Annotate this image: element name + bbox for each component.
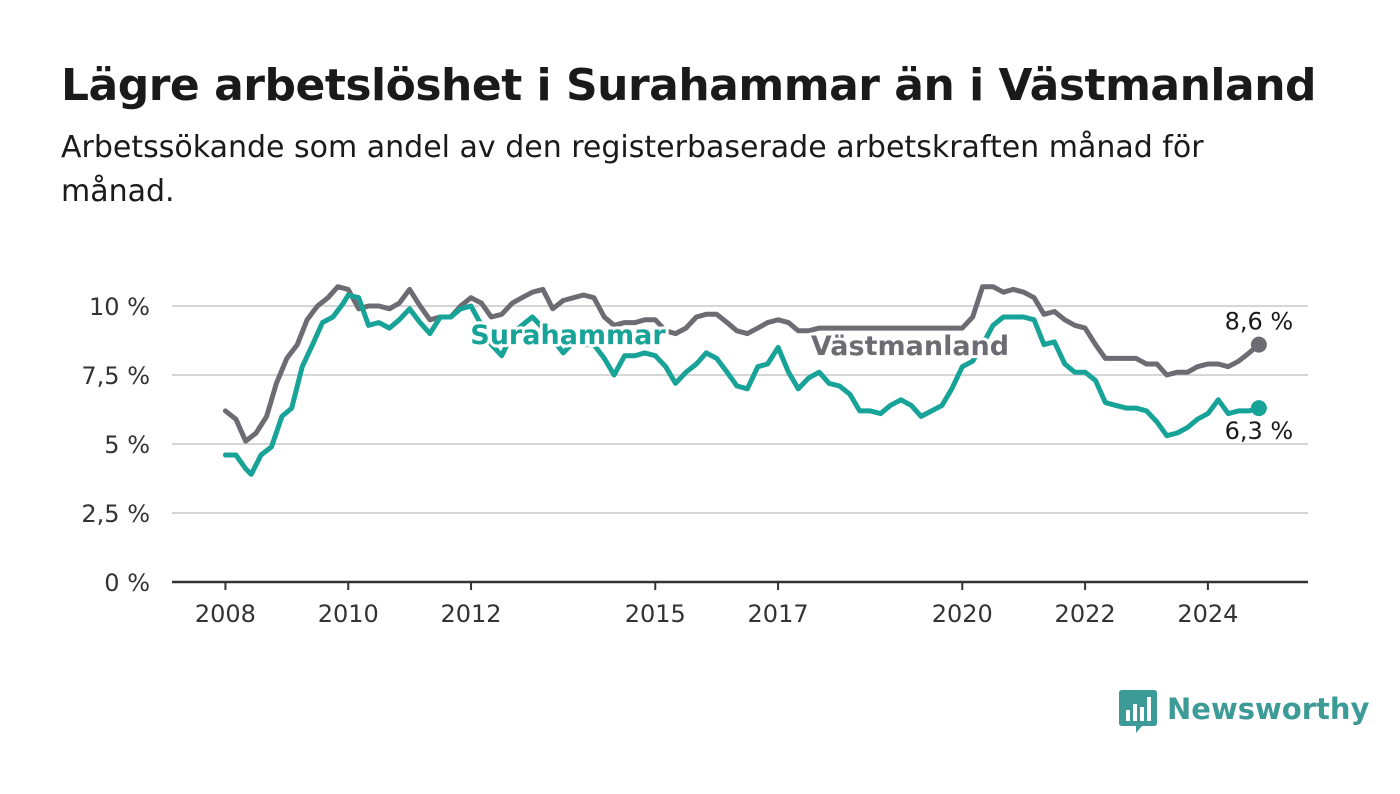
brand-name: Newsworthy	[1167, 692, 1370, 726]
y-tick-label: 5 %	[104, 431, 150, 459]
series-end-point	[1250, 336, 1267, 353]
x-tick-label: 2017	[748, 600, 809, 628]
newsworthy-logo-icon	[1119, 690, 1157, 733]
series-line-surahammar	[222, 292, 1262, 477]
series-name-label: Surahammar	[470, 320, 666, 351]
y-axis-tick-labels: 0 % 2,5 % 5 % 7,5 % 10 %	[81, 293, 150, 597]
x-tick-label: 2012	[441, 600, 502, 628]
x-tick-label: 2022	[1055, 600, 1116, 628]
x-tick-label: 2008	[195, 600, 256, 628]
newsworthy-logo: Newsworthy	[1119, 690, 1369, 736]
y-tick-label: 10 %	[89, 293, 150, 321]
series-lines	[222, 284, 1267, 477]
chart-subtitle: Arbetssökande som andel av den registerb…	[61, 130, 1204, 209]
y-tick-label: 2,5 %	[81, 500, 150, 528]
series-end-label: 6,3 %	[1225, 417, 1294, 445]
y-tick-label: 7,5 %	[81, 362, 150, 390]
series-labels: 8,6 % 6,3 % Västmanland Surahammar	[467, 308, 1294, 445]
x-tick-label: 2020	[932, 600, 993, 628]
x-tick-label: 2010	[318, 600, 379, 628]
x-tick-label: 2024	[1177, 600, 1238, 628]
series-line-vstmanland	[222, 284, 1262, 444]
series-name-label: Västmanland	[811, 331, 1009, 362]
x-tick-label: 2015	[625, 600, 686, 628]
y-tick-label: 0 %	[104, 569, 150, 597]
series-end-label: 8,6 %	[1225, 308, 1294, 336]
x-axis: 2008 2010 2012 2015 2017 2020 2022 2024	[172, 580, 1308, 628]
chart-title: Lägre arbetslöshet i Surahammar än i Väs…	[61, 60, 1317, 111]
series-end-point	[1250, 400, 1267, 417]
